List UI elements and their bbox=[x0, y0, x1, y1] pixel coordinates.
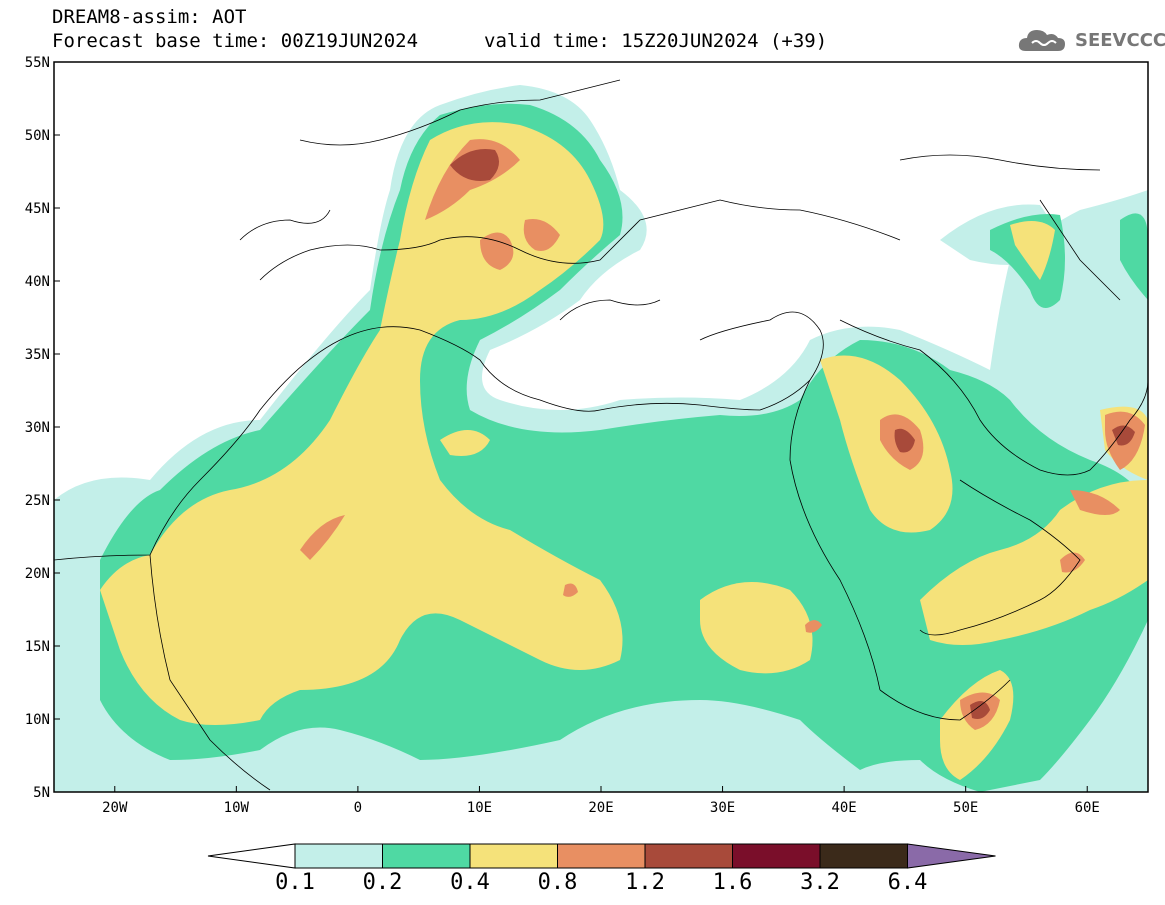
aot-field bbox=[54, 85, 1148, 792]
coastlines bbox=[54, 79, 1148, 791]
lat-ticks: 55N 50N 45N 40N 35N 30N 25N 20N 15N 10N 5N bbox=[25, 55, 60, 801]
lon-tick-label: 20W bbox=[102, 800, 128, 816]
colorbar-under-triangle bbox=[207, 843, 296, 869]
colorbar-segment bbox=[644, 843, 733, 869]
colorbar-level-label: 3.2 bbox=[800, 870, 840, 895]
valid-time: valid time: 15Z20JUN2024 (+39) bbox=[484, 30, 828, 52]
lon-tick-label: 60E bbox=[1075, 800, 1100, 816]
lat-tick-label: 25N bbox=[25, 493, 50, 509]
map-title: DREAM8-assim: AOT bbox=[52, 6, 247, 28]
colorbar-level-label: 0.4 bbox=[450, 870, 490, 895]
colorbar-segment bbox=[469, 843, 558, 869]
colorbar-level-label: 1.6 bbox=[712, 870, 753, 895]
colorbar-level-label: 0.1 bbox=[275, 870, 315, 895]
forecast-base-time: Forecast base time: 00Z19JUN2024 bbox=[52, 30, 419, 52]
colorbar-over-triangle bbox=[907, 843, 996, 869]
colorbar bbox=[207, 843, 996, 869]
lon-tick-label: 50E bbox=[953, 800, 978, 816]
colorbar-segment bbox=[819, 843, 908, 869]
lat-tick-label: 45N bbox=[25, 201, 50, 217]
colorbar-level-label: 6.4 bbox=[887, 870, 928, 895]
lon-tick-label: 30E bbox=[710, 800, 735, 816]
colorbar-level-label: 0.8 bbox=[537, 870, 578, 895]
lat-tick-label: 55N bbox=[25, 55, 50, 71]
lat-tick-label: 30N bbox=[25, 420, 50, 436]
colorbar-segment bbox=[294, 843, 383, 869]
colorbar-level-label: 1.2 bbox=[625, 870, 665, 895]
logo-text: SEEVCCC bbox=[1075, 30, 1165, 51]
lat-tick-label: 15N bbox=[25, 639, 50, 655]
lon-tick-label: 0 bbox=[354, 800, 362, 816]
lat-tick-label: 40N bbox=[25, 274, 50, 290]
lat-tick-label: 35N bbox=[25, 347, 50, 363]
lon-tick-label: 20E bbox=[588, 800, 613, 816]
colorbar-level-label: 0.2 bbox=[362, 870, 403, 895]
lon-tick-label: 40E bbox=[831, 800, 856, 816]
lon-tick-label: 10E bbox=[467, 800, 492, 816]
seevccc-logo: SEEVCCC bbox=[1018, 25, 1165, 57]
aot-level-0.4 bbox=[100, 122, 1148, 780]
aot-level-1.2 bbox=[450, 149, 1135, 719]
lat-tick-label: 20N bbox=[25, 566, 50, 582]
lon-ticks: 20W 10W 0 10E 20E 30E 40E 50E 60E bbox=[102, 786, 1100, 816]
lat-tick-label: 5N bbox=[33, 785, 50, 801]
cloud-icon bbox=[1018, 30, 1065, 51]
lon-tick-label: 10W bbox=[224, 800, 250, 816]
lat-tick-label: 50N bbox=[25, 128, 50, 144]
colorbar-segment bbox=[732, 843, 821, 869]
colorbar-segment bbox=[382, 843, 471, 869]
lat-tick-label: 10N bbox=[25, 712, 50, 728]
colorbar-segment bbox=[557, 843, 646, 869]
